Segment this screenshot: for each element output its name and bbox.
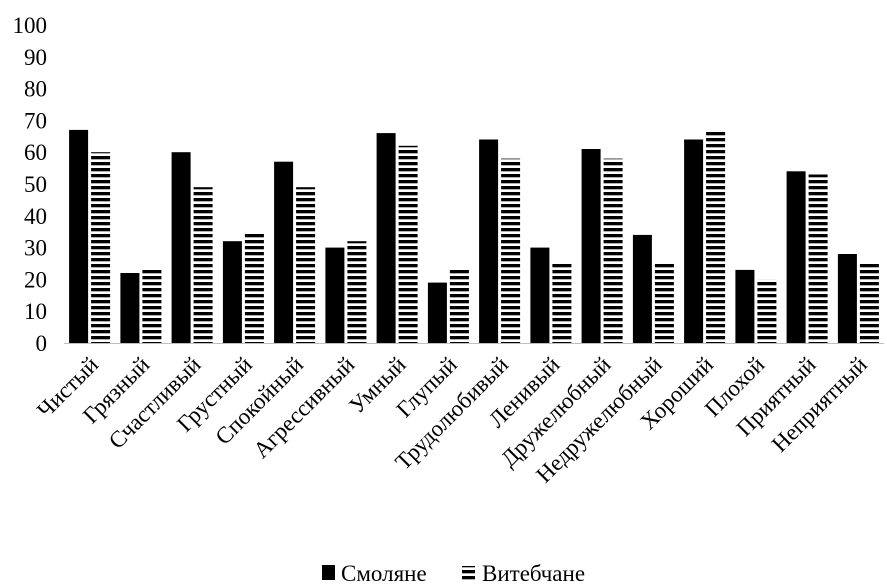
legend-swatch-vitebchane [462,566,475,580]
bar-smolyane [684,139,704,343]
y-tick-label: 40 [24,204,47,229]
y-tick-label: 0 [36,331,48,356]
bar-vitebchane [193,187,213,343]
bar-smolyane [479,139,499,343]
bar-vitebchane [142,269,162,343]
y-axis: 0 10 20 30 40 50 60 70 80 90 100 [13,13,48,356]
legend-swatch-smolyane [322,565,335,580]
bar-smolyane [786,171,806,343]
bar-smolyane [632,234,652,343]
bar-vitebchane [347,241,367,343]
bar-vitebchane [398,145,418,343]
bar-smolyane [69,129,89,343]
bars [69,129,879,343]
bar-smolyane [735,269,755,343]
y-tick-label: 60 [24,140,47,165]
bar-smolyane [530,247,550,343]
bar-vitebchane [296,187,316,343]
bar-vitebchane [757,279,777,343]
bar-vitebchane [501,158,521,343]
y-tick-label: 10 [24,299,47,324]
bar-vitebchane [808,174,828,343]
legend-label-smolyane: Смоляне [341,561,427,585]
y-tick-label: 80 [24,77,47,102]
y-tick-label: 50 [24,172,47,197]
y-tick-label: 90 [24,45,47,70]
bar-vitebchane [449,269,469,343]
bar-vitebchane [859,263,879,343]
legend: Смоляне Витебчане [322,561,585,585]
bar-smolyane [171,152,191,343]
bar-smolyane [837,254,857,343]
bar-vitebchane [552,263,572,343]
bar-smolyane [325,247,345,343]
bar-smolyane [581,149,601,343]
bar-smolyane [120,273,140,343]
legend-label-vitebchane: Витебчане [482,561,585,585]
bar-vitebchane [706,129,726,343]
bar-vitebchane [603,158,623,343]
bar-vitebchane [654,263,674,343]
bar-smolyane [376,133,396,343]
bar-smolyane [222,241,242,343]
bar-smolyane [274,161,294,343]
bar-vitebchane [91,152,111,343]
y-tick-label: 30 [24,236,47,261]
bar-smolyane [427,282,447,343]
x-axis: ЧистыйГрязныйСчастливыйГрустныйСпокойный… [32,343,884,488]
y-tick-label: 100 [13,13,48,38]
bar-vitebchane [244,231,264,343]
y-tick-label: 70 [24,108,47,133]
y-tick-label: 20 [24,267,47,292]
